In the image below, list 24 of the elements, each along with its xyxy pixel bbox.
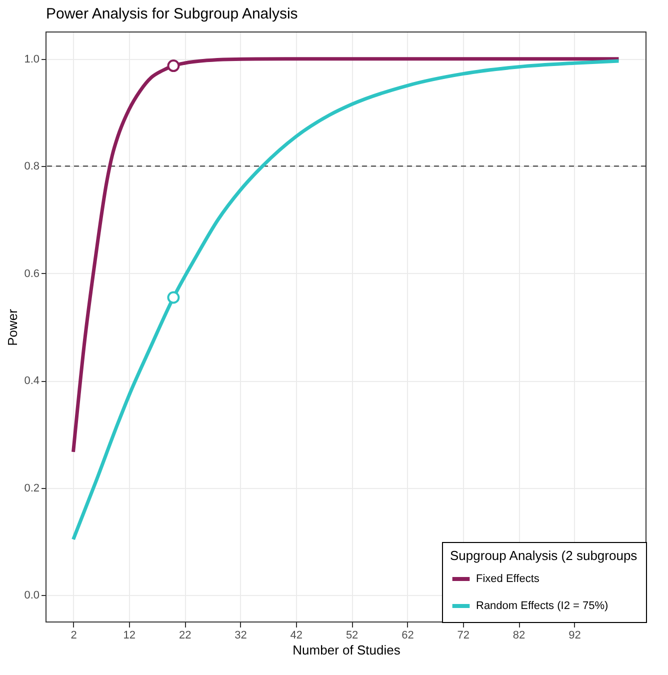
- legend-label: Fixed Effects: [476, 573, 540, 585]
- y-tick-label: 0.2: [24, 482, 40, 494]
- chart-title: Power Analysis for Subgroup Analysis: [46, 6, 298, 22]
- line-series: [72, 59, 620, 542]
- x-tick-label: 72: [457, 630, 470, 642]
- y-tick-label: 0.6: [24, 268, 40, 280]
- y-tick-label: 0.4: [24, 375, 40, 388]
- x-tick-label: 52: [346, 630, 358, 642]
- y-tick-label: 0.8: [24, 160, 40, 173]
- x-tick-label: 2: [70, 630, 77, 642]
- y-tick-label: 1.0: [24, 53, 40, 66]
- legend-title: Supgroup Analysis (2 subgroups: [450, 548, 638, 563]
- x-tick-label: 62: [402, 630, 414, 642]
- x-tick-label: 32: [234, 630, 247, 642]
- y-tick-label: 0.0: [24, 590, 40, 602]
- x-tick-label: 22: [178, 630, 192, 642]
- x-axis-title: Number of Studies: [292, 642, 401, 658]
- legend-label: Random Effects (I2 = 75%): [476, 600, 608, 612]
- x-tick-label: 12: [123, 630, 136, 642]
- x-tick-label: 82: [512, 630, 526, 642]
- x-tick-label: 92: [568, 630, 581, 642]
- y-axis-title: Power: [5, 308, 20, 346]
- x-tick-label: 42: [290, 630, 303, 642]
- line-series: [72, 57, 620, 454]
